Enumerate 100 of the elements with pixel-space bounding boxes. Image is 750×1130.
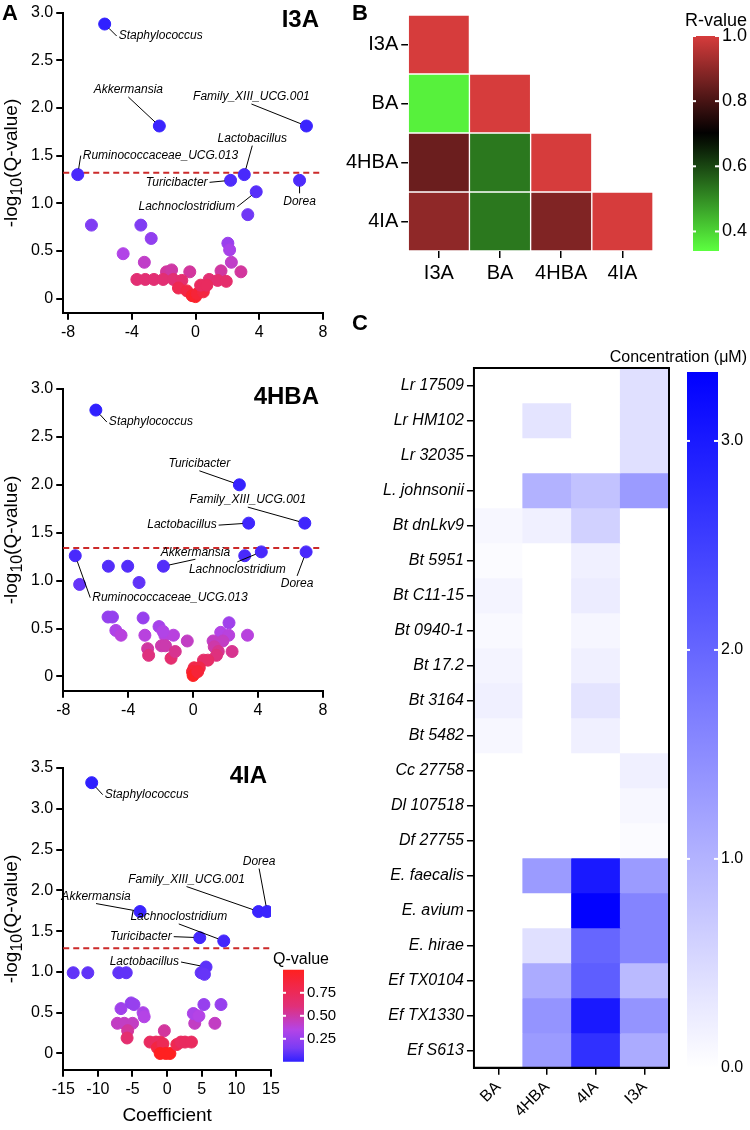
x-tick-label: -10: [86, 1079, 110, 1097]
text: B: [352, 0, 368, 26]
annotation: Family_XIII_UCG.001: [193, 89, 310, 104]
x-tick-label: 5: [197, 1079, 207, 1097]
y-tick-label: 1.5: [30, 921, 54, 939]
annotation: Akkermansia: [159, 544, 231, 559]
y-tick-label: 2.5: [30, 427, 54, 445]
y-tick-label: Lr 32035: [400, 445, 465, 463]
annotation: Turicibacter: [145, 174, 209, 189]
y-tick-label: Ef TX0104: [388, 970, 465, 988]
y-tick-label: E. hirae: [408, 935, 465, 953]
y-tick-label: 1.0: [30, 962, 54, 980]
color-bar-label: 1.0: [721, 849, 744, 867]
annotation: Ruminococcaceae_UCG.013: [82, 147, 239, 162]
annotation: Lachnoclostridium: [188, 562, 286, 577]
x-tick-label: 8: [318, 322, 328, 340]
y-tick-label: E. avium: [401, 900, 464, 918]
y-tick-label: 0.5: [30, 241, 54, 259]
y-tick-label: 2.5: [30, 839, 54, 857]
x-axis-title: Coefficient: [122, 1104, 212, 1126]
y-tick-label: L. johnsonii: [382, 480, 465, 498]
annotation: Staphylococcus: [118, 28, 203, 43]
y-tick-label: 0: [44, 288, 54, 306]
color-bar-label: 0.25: [307, 1028, 337, 1046]
y-tick-label: I3A: [368, 32, 399, 55]
y-tick-label: 1.5: [30, 523, 54, 541]
annotation: Lactobacillus: [109, 954, 180, 969]
annotation: Lachnoclostridium: [130, 909, 228, 924]
y-tick-label: 3.0: [30, 3, 54, 21]
y-tick-label: Bt 0940-1: [394, 620, 464, 638]
x-tick-label: -15: [51, 1079, 75, 1097]
y-tick-label: 3.0: [30, 799, 54, 817]
x-tick-label: -4: [121, 700, 136, 718]
x-tick-label: I3A: [620, 1077, 651, 1107]
y-tick-label: Ef S613: [407, 1040, 465, 1058]
annotation: Staphylococcus: [104, 787, 189, 802]
x-tick-label: 15: [262, 1079, 280, 1097]
y-tick-label: 2.5: [30, 50, 54, 68]
chart-title: I3A: [281, 5, 319, 33]
annotation: Staphylococcus: [108, 414, 193, 429]
y-tick-label: Lr HM102: [393, 410, 465, 428]
annotation: Lachnoclostridium: [138, 199, 236, 214]
annotation: Dorea: [283, 193, 317, 208]
x-tick-label: 4: [253, 700, 263, 718]
color-bar-label: 0.50: [307, 1005, 337, 1023]
y-tick-label: Bt 5951: [408, 550, 464, 568]
y-tick-label: 0.5: [30, 1003, 54, 1021]
x-tick-label: 0: [191, 322, 201, 340]
y-tick-label: 3.5: [30, 758, 54, 776]
annotation: Family_XIII_UCG.001: [128, 871, 245, 886]
annotation: Turicibacter: [168, 456, 232, 471]
y-tick-label: 0.5: [30, 618, 54, 636]
y-tick-label: Cc 27758: [395, 760, 465, 778]
annotation: Dorea: [242, 853, 276, 868]
annotation: Lactobacillus: [217, 130, 287, 145]
color-bar-title: Concentration (μM): [609, 348, 747, 366]
y-tick-label: Bt 3164: [408, 690, 465, 708]
y-tick-label: 1.5: [30, 145, 54, 163]
x-tick-label: -4: [124, 322, 139, 340]
y-tick-label: 4HBA: [346, 150, 399, 173]
x-tick-label: 0: [188, 700, 198, 718]
annotation: Ruminococcaceae_UCG.013: [92, 590, 248, 605]
y-tick-label: 4IA: [368, 209, 399, 232]
color-bar-label: 2.0: [721, 640, 744, 658]
color-bar-label: 0.75: [307, 982, 337, 1000]
chart-title: 4HBA: [253, 381, 319, 409]
y-tick-label: Lr 17509: [400, 375, 465, 393]
y-tick-label: Dl 107518: [390, 795, 465, 813]
color-bar-label: 3.0: [721, 431, 744, 449]
color-bar-title: Q-value: [272, 950, 330, 968]
y-tick-label: Bt dnLkv9: [392, 515, 465, 533]
annotation: Turicibacter: [109, 929, 173, 943]
x-tick-label: 0: [162, 1079, 172, 1097]
x-tick-label: BA: [476, 1077, 504, 1105]
x-tick-label: 4IA: [607, 260, 639, 283]
annotation: Lactobacillus: [147, 517, 217, 532]
x-tick-label: 4: [254, 322, 264, 340]
color-bar-label: 0.6: [722, 155, 748, 176]
annotation: Dorea: [280, 576, 314, 591]
color-bar-label: 0.8: [722, 90, 748, 111]
y-tick-label: Bt C11-15: [393, 585, 465, 603]
y-tick-label: Bt 5482: [408, 725, 465, 743]
y-tick-label: Df 27755: [399, 830, 465, 848]
annotation: Akkermansia: [92, 82, 164, 97]
y-tick-label: 2.0: [30, 475, 54, 493]
y-tick-label: 1.0: [30, 571, 54, 589]
color-bar-label: 0.0: [721, 1058, 744, 1076]
x-tick-label: BA: [486, 260, 515, 283]
y-tick-label: 1.0: [30, 193, 54, 211]
x-tick-label: 4IA: [572, 1077, 602, 1107]
y-tick-label: 0: [44, 1043, 54, 1061]
y-tick-label: Ef TX1330: [388, 1005, 465, 1023]
text: C: [352, 310, 368, 336]
x-tick-label: 4HBA: [535, 260, 588, 283]
y-tick-label: 0: [44, 666, 54, 684]
x-tick-label: 10: [227, 1079, 246, 1097]
y-tick-label: Bt 17.2: [413, 655, 465, 673]
y-tick-label: 2.0: [30, 880, 54, 898]
x-tick-label: 8: [318, 700, 328, 718]
x-tick-label: -8: [56, 700, 71, 718]
